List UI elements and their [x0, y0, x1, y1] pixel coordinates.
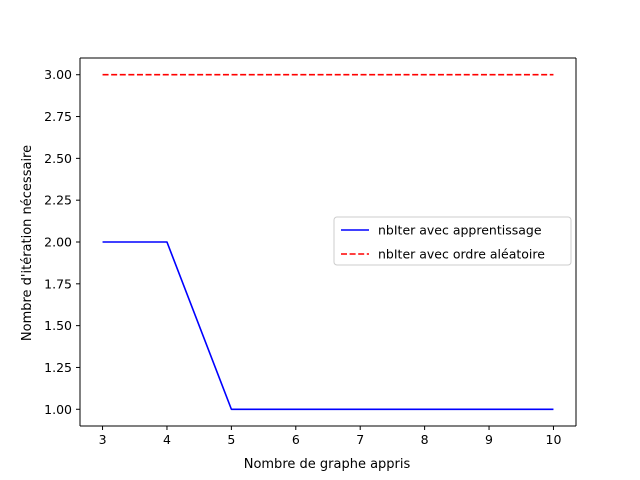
y-tick-label: 1.25 — [44, 360, 72, 375]
x-tick-label: 8 — [421, 432, 429, 447]
legend: nbIter avec apprentissage nbIter avec ord… — [333, 216, 572, 266]
y-tick-label: 2.25 — [44, 193, 72, 208]
y-tick-label: 1.50 — [44, 318, 72, 333]
y-tick-label: 2.75 — [44, 109, 72, 124]
x-tick-label: 4 — [163, 432, 171, 447]
x-tick-label: 10 — [546, 432, 562, 447]
x-tick-label: 3 — [99, 432, 107, 447]
y-axis-label: Nombre d'itération nécessaire — [20, 145, 35, 341]
x-tick-label: 7 — [356, 432, 364, 447]
y-tick-label: 2.00 — [44, 235, 72, 250]
x-tick-label: 9 — [485, 432, 493, 447]
y-tick-label: 3.00 — [44, 67, 72, 82]
y-tick-label: 2.50 — [44, 151, 72, 166]
y-tick-label: 1.00 — [44, 402, 72, 417]
x-axis-label: Nombre de graphe appris — [244, 457, 411, 472]
legend-box — [333, 216, 572, 266]
legend-label-2: nbIter avec ordre aléatoire — [378, 247, 545, 262]
x-tick-label: 5 — [227, 432, 235, 447]
series-line-1 — [102, 241, 554, 411]
legend-label-1: nbIter avec apprentissage — [378, 223, 542, 238]
x-tick-label: 6 — [292, 432, 300, 447]
y-tick-label: 1.75 — [44, 276, 72, 291]
